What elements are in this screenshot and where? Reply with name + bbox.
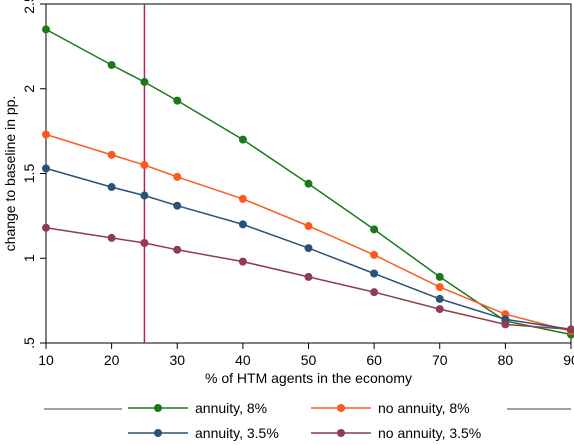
data-point bbox=[238, 220, 247, 229]
data-point bbox=[435, 283, 444, 292]
data-point bbox=[370, 250, 379, 259]
x-tick-label: 90 bbox=[563, 352, 574, 368]
data-point bbox=[42, 130, 50, 139]
x-tick-label: 40 bbox=[235, 352, 251, 368]
legend-entry: annuity, 3.5% bbox=[128, 425, 279, 441]
y-tick-label: 1.5 bbox=[21, 164, 37, 184]
data-point bbox=[304, 222, 313, 231]
data-point bbox=[435, 294, 444, 303]
x-tick-label: 20 bbox=[104, 352, 120, 368]
legend-entry: no annuity, 3.5% bbox=[311, 425, 481, 441]
data-point bbox=[173, 245, 182, 254]
data-point bbox=[107, 150, 116, 159]
y-axis-title: change to baseline in pp. bbox=[2, 96, 18, 252]
series-line bbox=[45, 226, 572, 331]
legend-entry: annuity, 8% bbox=[128, 400, 267, 416]
data-point bbox=[42, 25, 50, 34]
legend-label: no annuity, 3.5% bbox=[378, 425, 481, 441]
data-point bbox=[107, 233, 116, 242]
series-layer bbox=[42, 25, 574, 339]
legend-swatch-marker bbox=[337, 429, 345, 437]
data-point bbox=[238, 257, 247, 266]
legend: annuity, 8% no annuity, 8% annuity, 3.5% no… bbox=[44, 400, 571, 441]
data-point bbox=[140, 238, 149, 247]
series-line bbox=[45, 28, 572, 336]
x-tick-label: 50 bbox=[301, 352, 317, 368]
x-tick-label: 60 bbox=[366, 352, 382, 368]
x-axis: 10 20 30 40 50 60 70 80 90 bbox=[38, 343, 574, 368]
data-point bbox=[173, 172, 182, 181]
legend-label: annuity, 3.5% bbox=[195, 425, 279, 441]
data-point bbox=[140, 77, 149, 86]
data-point bbox=[304, 244, 313, 253]
legend-swatch-marker bbox=[154, 429, 162, 437]
data-point bbox=[107, 183, 116, 192]
data-point bbox=[435, 305, 444, 314]
data-point bbox=[435, 272, 444, 281]
data-point bbox=[567, 325, 574, 334]
legend-label: no annuity, 8% bbox=[378, 400, 470, 416]
data-point bbox=[173, 96, 182, 105]
data-point bbox=[370, 225, 379, 234]
legend-swatch-marker bbox=[154, 404, 162, 412]
data-point bbox=[238, 194, 247, 203]
series-line bbox=[45, 133, 572, 332]
x-axis-title: % of HTM agents in the economy bbox=[205, 370, 412, 386]
y-tick-label: 2.5 bbox=[21, 0, 37, 14]
y-tick-label: 1 bbox=[21, 254, 37, 262]
x-tick-label: 10 bbox=[38, 352, 54, 368]
legend-swatch-marker bbox=[337, 404, 345, 412]
data-point bbox=[42, 164, 50, 173]
data-point bbox=[42, 223, 50, 232]
series-1 bbox=[42, 25, 574, 339]
x-tick-label: 70 bbox=[432, 352, 448, 368]
data-point bbox=[173, 201, 182, 210]
data-point bbox=[304, 179, 313, 188]
x-tick-label: 30 bbox=[169, 352, 185, 368]
legend-label: annuity, 8% bbox=[195, 400, 267, 416]
y-tick-label: .5 bbox=[21, 337, 37, 349]
data-point bbox=[238, 135, 247, 144]
data-point bbox=[140, 191, 149, 200]
data-point bbox=[370, 288, 379, 297]
y-axis: .5 1 1.5 2 2.5 bbox=[21, 0, 46, 349]
series-line bbox=[45, 167, 572, 331]
x-tick-label: 80 bbox=[498, 352, 514, 368]
legend-entry: no annuity, 8% bbox=[311, 400, 470, 416]
y-tick-label: 2 bbox=[21, 85, 37, 93]
series-4 bbox=[42, 223, 574, 334]
data-point bbox=[304, 272, 313, 281]
data-point bbox=[107, 61, 116, 70]
data-point bbox=[501, 320, 510, 329]
data-point bbox=[140, 161, 149, 170]
data-point bbox=[370, 269, 379, 278]
